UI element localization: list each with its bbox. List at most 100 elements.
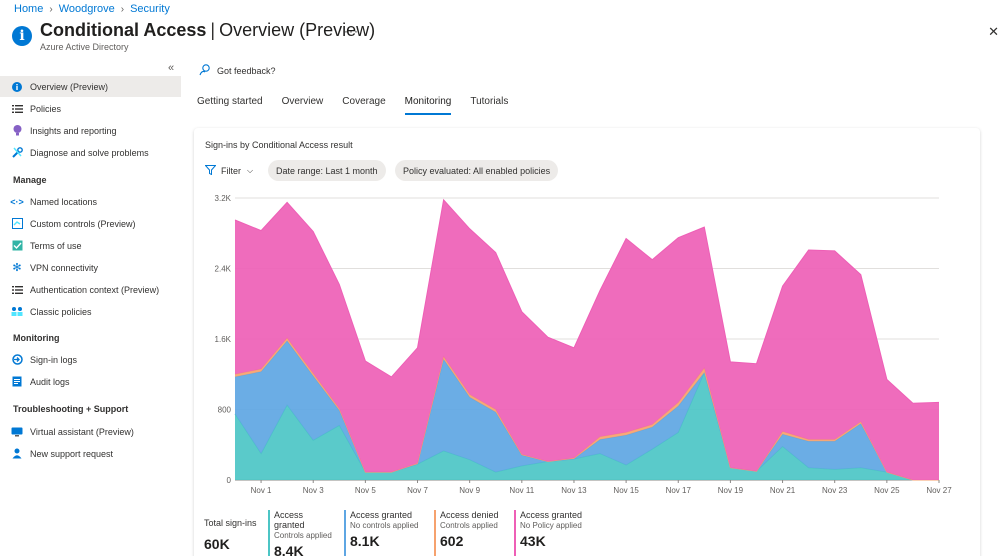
wrench-icon	[10, 146, 24, 160]
filter-button[interactable]: Filter ⌵	[204, 165, 253, 177]
sidebar-item-sign-in-logs[interactable]: Sign-in logs	[0, 349, 181, 370]
summary-line1: Access granted	[274, 510, 305, 530]
summary-line2: Controls applied	[274, 531, 332, 540]
feedback-button[interactable]: Got feedback?	[199, 64, 276, 78]
sidebar-item-label: Audit logs	[30, 376, 70, 387]
title-divider: |	[210, 20, 216, 40]
sidebar-item-label: VPN connectivity	[30, 262, 99, 273]
sidebar-item-classic-policies[interactable]: Classic policies	[0, 301, 181, 322]
more-options-button[interactable]: ···	[344, 24, 359, 38]
tab-getting-started[interactable]: Getting started	[197, 96, 263, 107]
sidebar-item-custom-controls[interactable]: Custom controls (Preview)	[0, 213, 181, 234]
sidebar-item-named-locations[interactable]: <·> Named locations	[0, 191, 181, 212]
x-tick-label: Nov 9	[459, 486, 480, 495]
policy-evaluated-pill[interactable]: Policy evaluated: All enabled policies	[395, 160, 559, 181]
summary-row: Total sign-ins 60K Access granted Contro…	[204, 510, 604, 556]
assistant-icon	[10, 425, 24, 439]
summary-line2: No Policy applied	[520, 521, 582, 530]
sidebar-item-diagnose[interactable]: Diagnose and solve problems	[0, 142, 181, 163]
x-tick-label: Nov 27	[926, 486, 952, 495]
series-line	[234, 198, 940, 404]
series-area	[235, 340, 939, 480]
lightbulb-icon	[10, 124, 24, 138]
sidebar-item-label: Insights and reporting	[30, 125, 117, 136]
x-tick-label: Nov 21	[770, 486, 796, 495]
x-tick-label: Nov 17	[666, 486, 692, 495]
sidebar-item-support-request[interactable]: New support request	[0, 443, 181, 464]
x-tick-label: Nov 13	[561, 486, 587, 495]
breadcrumb-security[interactable]: Security	[130, 3, 170, 15]
sidebar-item-vpn[interactable]: ✻ VPN connectivity	[0, 257, 181, 278]
sidebar-item-policies[interactable]: Policies	[0, 98, 181, 119]
summary-granted-no-policy[interactable]: Access granted No Policy applied 43K	[514, 510, 594, 556]
y-tick-label: 2.4K	[215, 265, 232, 274]
page-title-suffix: Overview (Preview)	[219, 20, 376, 40]
collapse-sidebar-icon[interactable]: «	[168, 62, 175, 74]
tab-coverage[interactable]: Coverage	[342, 96, 386, 107]
sidebar-item-label: Custom controls (Preview)	[30, 218, 136, 229]
sidebar-item-overview[interactable]: Overview (Preview)	[0, 76, 181, 97]
sidebar-item-label: Policies	[30, 103, 62, 114]
summary-granted-no-controls[interactable]: Access granted No controls applied 8.1K	[344, 510, 424, 556]
summary-value: 8.1K	[350, 533, 380, 549]
people-icon	[10, 305, 24, 319]
breadcrumb-home[interactable]: Home	[14, 3, 44, 15]
summary-total: Total sign-ins 60K	[204, 510, 268, 556]
gear-icon: ✻	[12, 262, 22, 274]
close-icon[interactable]: ✕	[988, 24, 999, 39]
sidebar-item-label: Diagnose and solve problems	[30, 147, 149, 158]
feedback-icon	[199, 64, 212, 78]
section-heading-manage: Manage	[13, 175, 47, 185]
chevron-right-icon: ›	[120, 3, 125, 15]
summary-line2: No controls applied	[350, 521, 419, 530]
sign-in-icon	[10, 353, 24, 367]
summary-line1: Access denied	[440, 510, 499, 520]
sidebar-item-label: Virtual assistant (Preview)	[30, 426, 134, 437]
filter-icon	[204, 165, 217, 177]
sidebar-item-auth-context[interactable]: Authentication context (Preview)	[0, 279, 181, 300]
summary-total-value: 60K	[204, 536, 230, 552]
sidebar-item-label: Sign-in logs	[30, 354, 78, 365]
page-title: Conditional Access | Overview (Preview)	[40, 20, 375, 41]
x-tick-label: Nov 1	[251, 486, 272, 495]
date-range-pill[interactable]: Date range: Last 1 month	[268, 160, 386, 181]
x-tick-label: Nov 15	[613, 486, 639, 495]
info-icon: i	[12, 26, 32, 46]
sign-ins-chart-card: Sign-ins by Conditional Access result Fi…	[194, 128, 980, 556]
card-title: Sign-ins by Conditional Access result	[205, 140, 353, 150]
summary-denied[interactable]: Access denied Controls applied 602	[434, 510, 504, 556]
summary-total-label: Total sign-ins	[204, 518, 257, 528]
sidebar-item-terms-of-use[interactable]: Terms of use	[0, 235, 181, 256]
summary-value: 8.4K	[274, 543, 304, 556]
person-icon	[10, 447, 24, 461]
x-tick-label: Nov 11	[509, 486, 534, 495]
feedback-label: Got feedback?	[217, 66, 276, 76]
section-heading-monitoring: Monitoring	[13, 333, 60, 343]
audit-log-icon	[10, 375, 24, 389]
x-tick-label: Nov 23	[822, 486, 848, 495]
sidebar-item-label: Terms of use	[30, 240, 82, 251]
tab-overview[interactable]: Overview	[281, 96, 324, 107]
tab-monitoring[interactable]: Monitoring	[404, 96, 451, 116]
sidebar-item-virtual-assistant[interactable]: Virtual assistant (Preview)	[0, 421, 181, 442]
tab-bar: Getting started Overview Coverage Monito…	[197, 96, 527, 116]
tab-tutorials[interactable]: Tutorials	[470, 96, 509, 107]
breadcrumb: Home › Woodgrove › Security	[14, 2, 170, 16]
x-tick-label: Nov 7	[407, 486, 428, 495]
sidebar-item-insights[interactable]: Insights and reporting	[0, 120, 181, 141]
x-tick-label: Nov 19	[718, 486, 744, 495]
x-tick-label: Nov 25	[874, 486, 900, 495]
page-title-main: Conditional Access	[40, 20, 207, 40]
list-icon	[10, 283, 24, 297]
summary-granted-controls[interactable]: Access granted Controls applied 8.4K	[268, 510, 334, 556]
checklist-icon	[10, 239, 24, 253]
sidebar-item-audit-logs[interactable]: Audit logs	[0, 371, 181, 392]
sidebar-item-label: Classic policies	[30, 306, 92, 317]
info-icon	[10, 80, 24, 94]
custom-controls-icon	[10, 217, 24, 231]
summary-line2: Controls applied	[440, 521, 498, 530]
breadcrumb-woodgrove[interactable]: Woodgrove	[58, 3, 115, 15]
list-icon	[10, 102, 24, 116]
filter-label: Filter	[221, 166, 241, 176]
section-heading-support: Troubleshooting + Support	[13, 404, 129, 414]
